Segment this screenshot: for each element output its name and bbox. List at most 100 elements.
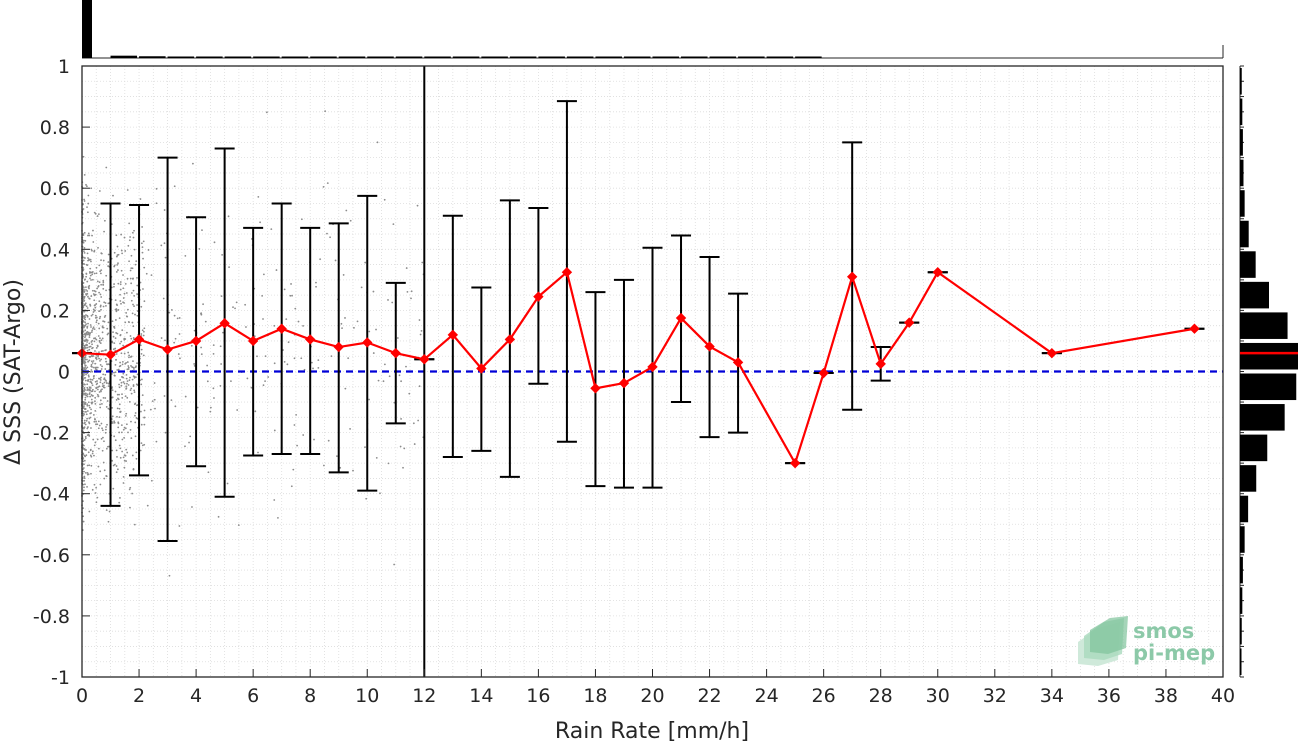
scatter-point [99,483,102,486]
scatter-point [139,449,142,452]
scatter-point [95,387,98,390]
scatter-point [85,288,87,291]
scatter-point [136,293,138,295]
scatter-point [114,299,117,301]
scatter-point [155,202,158,205]
scatter-point [84,318,87,321]
scatter-point [106,333,109,336]
scatter-point [93,294,96,297]
scatter-point [86,332,88,335]
scatter-point [134,376,137,379]
scatter-point [93,328,96,331]
scatter-point [105,289,107,292]
scatter-point [119,300,122,302]
scatter-point [132,236,135,239]
scatter-point [88,417,91,420]
scatter-point [124,321,127,324]
scatter-point [122,376,125,379]
scatter-point [83,300,85,302]
scatter-point [419,333,422,336]
scatter-point [100,368,103,370]
scatter-point [91,339,94,342]
scatter-point [89,386,91,389]
right-histogram-bar [1240,190,1245,217]
scatter-point [134,414,136,417]
scatter-point [93,483,96,486]
right-histogram-bar [1240,556,1243,584]
scatter-point [105,426,107,428]
scatter-point [329,236,331,239]
scatter-point [82,361,85,364]
scatter-point [100,308,102,311]
scatter-point [140,423,143,426]
scatter-point [120,233,123,236]
scatter-point [96,496,99,499]
right-histogram-bar [1240,373,1297,401]
scatter-point [96,345,99,348]
scatter-point [264,380,266,383]
scatter-point [88,393,91,395]
mean-marker [590,383,601,394]
scatter-point [83,475,86,478]
mean-marker [362,337,373,348]
scatter-point [125,385,128,388]
scatter-point [105,475,108,478]
scatter-point [88,318,91,320]
scatter-point [83,372,85,375]
scatter-point [91,370,94,373]
scatter-point [132,325,135,328]
scatter-point [107,407,110,410]
top-histogram-bar [139,56,166,58]
scatter-point [91,452,94,455]
scatter-point [125,292,128,294]
scatter-point [143,416,146,419]
scatter-point [253,335,256,338]
scatter-point [86,292,89,295]
mean-marker [247,335,259,347]
scatter-point [184,445,186,448]
scatter-point [86,464,89,467]
scatter-point [90,401,93,404]
scatter-point [93,420,96,423]
scatter-point [200,313,203,316]
scatter-point [392,223,395,226]
scatter-point [114,439,117,442]
scatter-point [302,434,305,436]
scatter-point [134,263,137,266]
scatter-point [83,310,86,313]
scatter-point [400,380,403,383]
scatter-point [127,431,129,434]
scatter-point [114,371,117,374]
top-histogram-bar [481,56,508,58]
scatter-point [83,459,86,462]
scatter-point [83,314,86,317]
right-histogram-bar [1240,587,1243,614]
scatter-point [105,304,107,307]
scatter-point [130,267,133,270]
scatter-point [124,250,127,252]
scatter-point [121,438,124,441]
scatter-point [123,466,126,469]
scatter-point [168,311,171,314]
scatter-point [83,333,86,335]
top-histogram-bar [623,56,651,58]
scatter-point [98,281,101,284]
scatter-point [88,345,91,348]
scatter-point [95,338,98,341]
scatter-point [155,440,158,443]
right-histogram-bar [1240,220,1249,248]
scatter-point [88,359,91,362]
scatter-point [97,386,100,388]
scatter-point [113,251,116,254]
scatter-point [273,362,276,365]
scatter-point [91,366,94,368]
scatter-point [201,229,203,232]
scatter-point [93,340,96,343]
scatter-point [129,486,132,489]
scatter-point [132,360,134,363]
scatter-point [162,297,165,300]
x-axis-title: Rain Rate [mm/h] [555,719,749,744]
scatter-point [101,449,104,452]
scatter-point [200,353,203,356]
scatter-point [82,359,85,362]
